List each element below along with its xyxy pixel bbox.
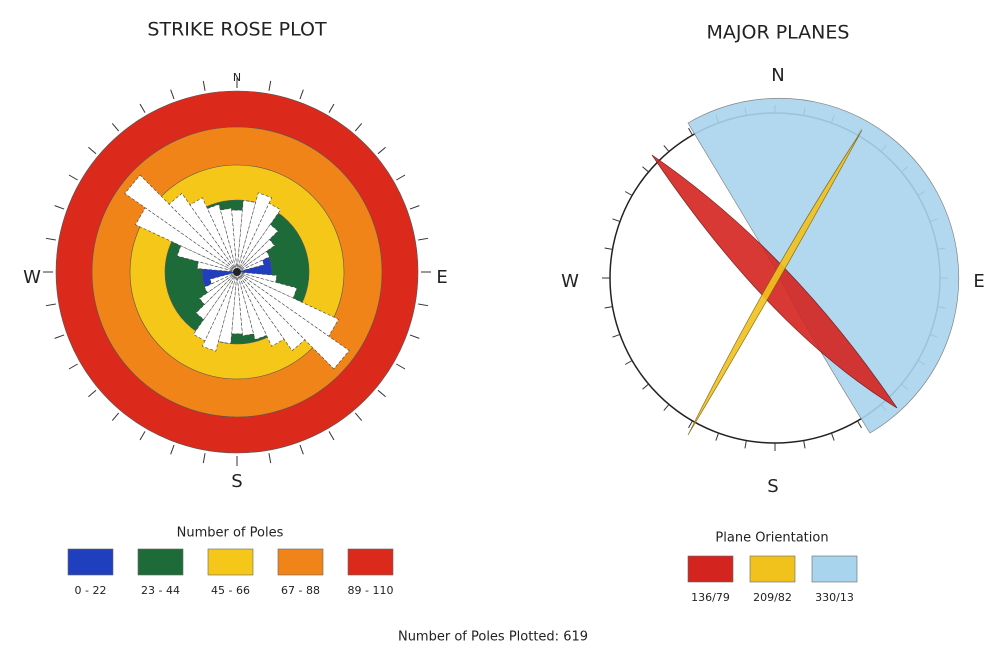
legend-title: Number of Poles <box>177 526 284 541</box>
petal <box>192 271 238 342</box>
tick <box>377 389 386 398</box>
compass-n: N <box>233 71 241 84</box>
tick <box>409 334 420 339</box>
tick <box>377 146 386 155</box>
legend-swatch <box>277 548 324 576</box>
center <box>233 268 241 276</box>
tick <box>830 432 835 441</box>
petal <box>236 239 276 273</box>
compass-n: N <box>771 65 784 86</box>
tick <box>354 123 363 132</box>
tick <box>328 103 335 113</box>
tick <box>715 432 720 441</box>
tick <box>111 412 120 421</box>
petal <box>236 259 265 273</box>
tick <box>612 218 621 223</box>
tick <box>45 237 56 241</box>
tick <box>268 80 272 91</box>
tick <box>612 333 621 338</box>
petal <box>195 271 238 320</box>
legend-label: 136/79 <box>691 591 730 604</box>
compass-s: S <box>231 471 242 492</box>
legend-label: 330/13 <box>815 591 854 604</box>
tick <box>642 383 649 390</box>
tick <box>139 431 146 441</box>
left-title: STRIKE ROSE PLOT <box>147 19 327 41</box>
compass-w: W <box>561 271 579 292</box>
legend-title: Plane Orientation <box>715 531 828 546</box>
legend-label: 209/82 <box>753 591 792 604</box>
plane <box>687 97 960 434</box>
tick <box>268 453 272 464</box>
legend-swatch <box>137 548 184 576</box>
tick <box>396 174 406 181</box>
legend-swatch <box>67 548 114 576</box>
tick <box>88 146 97 155</box>
tick <box>299 89 304 100</box>
tick <box>744 440 747 449</box>
tick <box>663 404 670 411</box>
tick <box>328 431 335 441</box>
compass-e: E <box>436 267 447 288</box>
petal <box>236 271 350 370</box>
legend-swatch <box>687 555 734 583</box>
tick <box>803 440 806 449</box>
tick <box>54 205 65 210</box>
tick <box>54 334 65 339</box>
tick <box>688 420 693 429</box>
tick <box>170 89 175 100</box>
tick <box>139 103 146 113</box>
plane <box>687 129 863 436</box>
petal <box>236 202 282 273</box>
tick <box>202 453 206 464</box>
petal <box>176 245 238 273</box>
legend-swatch <box>749 555 796 583</box>
tick <box>418 303 429 307</box>
legend-label: 45 - 66 <box>211 584 250 597</box>
tick <box>418 237 429 241</box>
tick <box>663 145 670 152</box>
tick <box>688 127 693 136</box>
legend-label: 0 - 22 <box>75 584 107 597</box>
tick <box>68 363 78 370</box>
legend-swatch <box>207 548 254 576</box>
planes-plot <box>602 97 960 451</box>
tick <box>299 444 304 455</box>
tick <box>624 360 633 365</box>
petal <box>236 271 298 299</box>
tick <box>45 303 56 307</box>
petal <box>124 174 238 273</box>
petal <box>220 207 238 273</box>
right-title: MAJOR PLANES <box>707 22 850 44</box>
tick <box>857 420 862 429</box>
tick <box>396 363 406 370</box>
petal <box>236 271 254 337</box>
compass-e: E <box>973 271 984 292</box>
legend-label: 67 - 88 <box>281 584 320 597</box>
compass-s: S <box>767 476 778 497</box>
tick <box>354 412 363 421</box>
tick <box>111 123 120 132</box>
petal <box>209 271 238 285</box>
tick <box>624 191 633 196</box>
tick <box>409 205 420 210</box>
tick <box>604 247 613 250</box>
tick <box>88 389 97 398</box>
footer: Number of Poles Plotted: 619 <box>398 630 588 645</box>
legend-label: 89 - 110 <box>348 584 394 597</box>
tick <box>202 80 206 91</box>
legend-swatch <box>811 555 858 583</box>
tick <box>68 174 78 181</box>
tick <box>170 444 175 455</box>
legend-label: 23 - 44 <box>141 584 180 597</box>
compass-w: W <box>23 267 41 288</box>
petal <box>198 271 238 305</box>
tick <box>642 166 649 173</box>
legend-swatch <box>347 548 394 576</box>
rose-plot <box>43 78 431 466</box>
tick <box>604 306 613 309</box>
